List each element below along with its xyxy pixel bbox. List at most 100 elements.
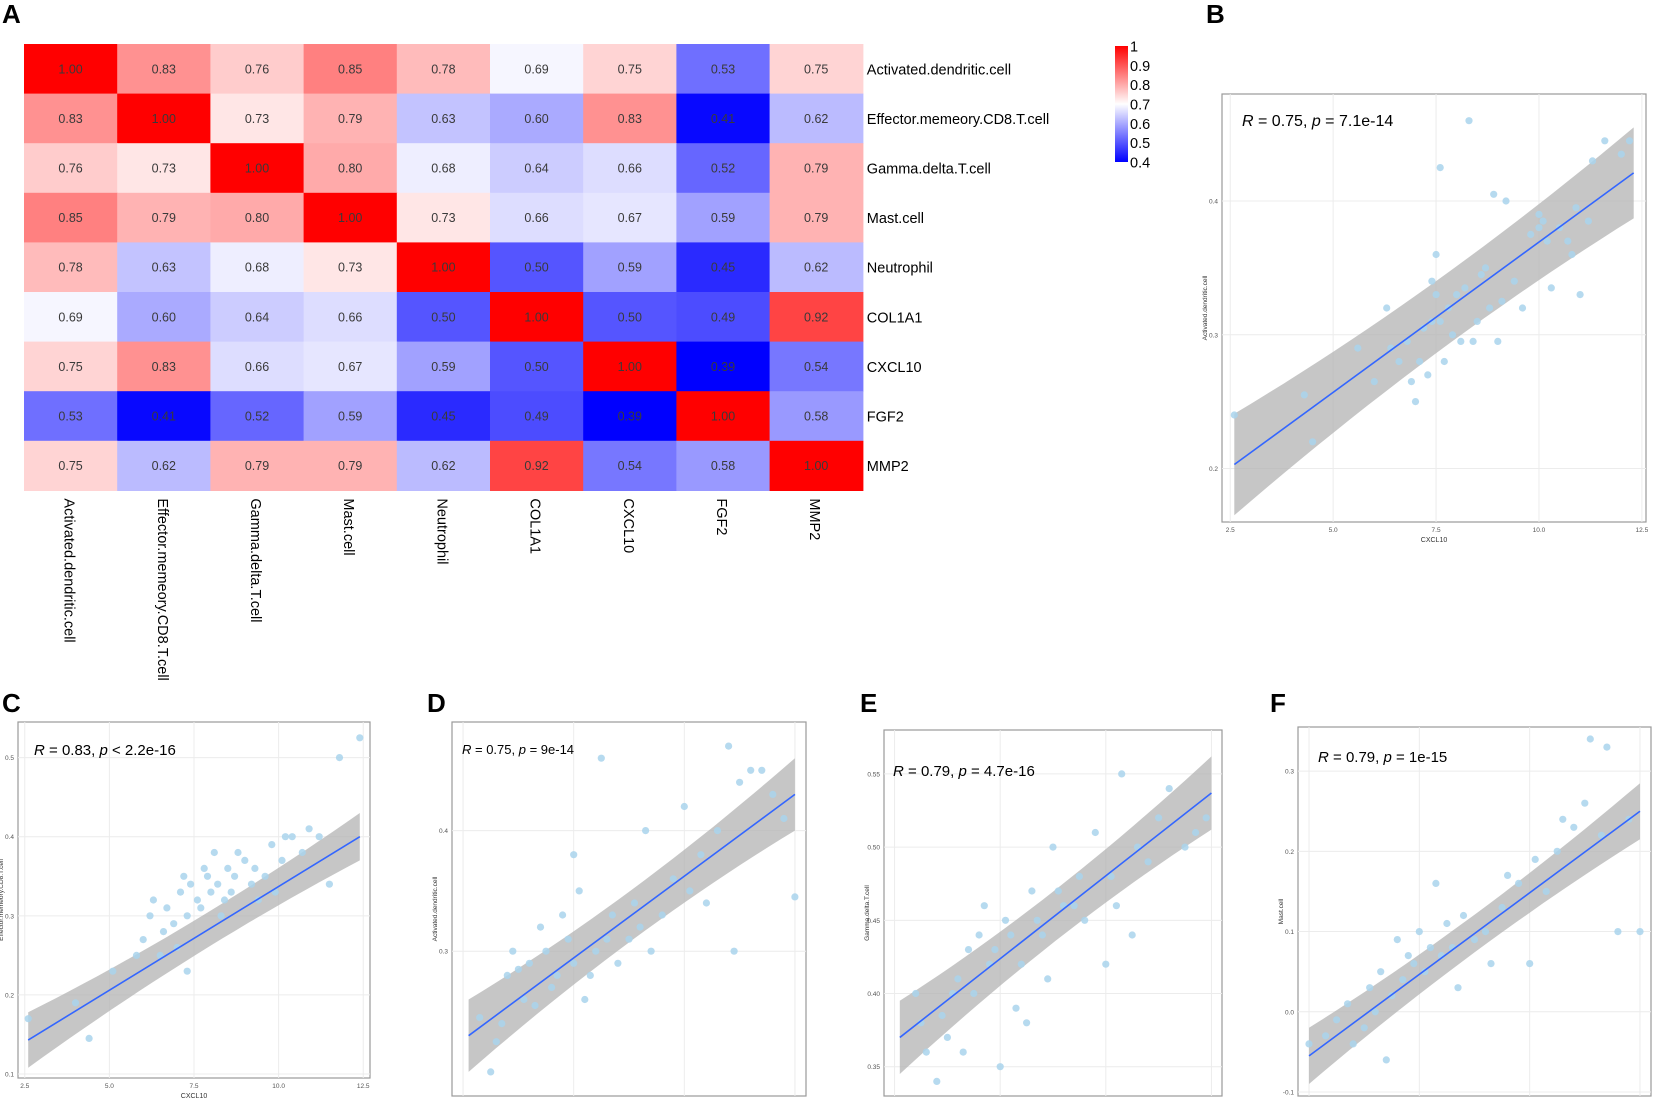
scatter-point [356,734,364,742]
scatter-point [1007,931,1015,939]
heatmap-cell-value: 0.53 [58,410,82,424]
heatmap-cell-value: 0.62 [152,459,176,473]
heatmap-cell [490,143,584,194]
heatmap-cell [769,242,864,293]
scatter-point [686,887,694,895]
heatmap-cell [583,93,677,144]
y-tick-label: 0.55 [867,771,880,778]
scatter-point [1440,357,1448,366]
scatter-point [197,904,205,912]
colorbar-tick-label: 0.9 [1130,59,1150,75]
heatmap-cell [24,341,118,392]
heatmap-cell [396,242,491,293]
heatmap-cell-value: 0.69 [58,310,82,324]
heatmap-cell [210,44,305,95]
heatmap-cell-value: 0.66 [618,162,642,176]
scatter-point [1636,928,1644,936]
heatmap-row-label: COL1A1 [867,310,923,326]
heatmap-column-label: Activated.dendritic.cell [61,498,77,642]
heatmap-row-label: CXCL10 [867,360,922,376]
heatmap-cell [303,93,398,144]
heatmap-cell [676,292,771,343]
scatter-point [954,975,962,983]
heatmap-cell [396,192,491,243]
panel-label-b: B [1206,0,1225,29]
heatmap-cell-value: 0.60 [152,310,176,324]
heatmap-cell-value: 1.00 [618,360,642,374]
scatter-point [1360,1024,1368,1032]
scatter-point [559,911,567,919]
scatter-point [193,896,201,904]
scatter-point [597,754,605,762]
heatmap-cell [117,143,211,194]
scatter-point [1395,357,1403,366]
heatmap-cell [117,292,211,343]
annotation-part: = 1e-15 [1392,749,1447,766]
annotation-part: = 0.79, [1329,749,1384,766]
y-tick-label: 0.45 [867,918,880,925]
scatter-point [713,827,722,835]
regression-line [1308,810,1641,1057]
y-tick-label: 0.0 [1285,1009,1294,1016]
scatter-point [1510,277,1518,285]
heatmap-cell [210,391,305,442]
scatter-point [1502,197,1510,205]
heatmap-cell [583,440,677,491]
scatter-point [1001,916,1010,924]
heatmap-cell [490,93,584,144]
heatmap-cell [769,44,864,95]
scatter-point [149,896,157,904]
heatmap-cell-value: 0.41 [152,410,176,424]
scatter-point [1377,968,1385,976]
correlation-annotation: R = 0.75, p = 9e-14 [462,742,574,757]
heatmap-cell-value: 0.54 [618,459,642,473]
scatter-point [1453,291,1461,299]
scatter-point [1564,237,1572,245]
heatmap-cell-value: 0.64 [524,162,548,176]
regression-line [899,792,1212,1039]
heatmap-cell [210,440,305,491]
scatter-point [1181,843,1189,851]
scatter-point [1017,960,1025,968]
scatter-point [1038,931,1046,939]
scatter-point [176,888,185,896]
heatmap-cell-value: 0.67 [338,360,362,374]
scatter-point [1102,960,1110,968]
scatter-point [603,935,611,943]
heatmap-cell [490,44,584,95]
heatmap-cell-value: 1.00 [245,162,269,176]
heatmap-cell-value: 0.76 [58,162,82,176]
heatmap-cell [117,341,211,392]
heatmap-cell [583,292,677,343]
heatmap-cell [396,391,491,442]
colorbar-tick-label: 1 [1130,40,1138,56]
scatter-point [964,946,973,954]
scatter-point [1420,324,1428,332]
scatter-point [187,880,195,888]
heatmap-cell-value: 0.73 [245,112,269,126]
x-axis-label: CXCL10 [181,1093,208,1099]
x-tick-label: 5.0 [105,1083,114,1090]
confidence-band [28,813,360,1068]
scatter-point [1473,317,1481,325]
scatter-point [1597,831,1605,839]
heatmap-cell-value: 0.59 [618,261,642,275]
heatmap-row-label: Mast.cell [867,211,924,227]
heatmap-cell [303,192,398,243]
scatter-point [1581,799,1589,807]
scatter-point [1407,378,1415,386]
heatmap-cell-value: 0.58 [711,459,735,473]
scatter-point [725,742,733,750]
scatter-point [163,904,171,912]
scatter-point [1469,337,1477,345]
y-tick-label: 0.2 [1285,849,1294,856]
heatmap-cell-value: 0.66 [338,310,362,324]
heatmap-row-label: Neutrophil [867,261,933,277]
heatmap-cell-value: 0.49 [711,310,735,324]
annotation-part: R [1242,113,1254,130]
heatmap-cell-value: 0.75 [804,62,828,76]
scatter-point [1543,237,1551,245]
heatmap-column-label: MMP2 [806,498,822,540]
